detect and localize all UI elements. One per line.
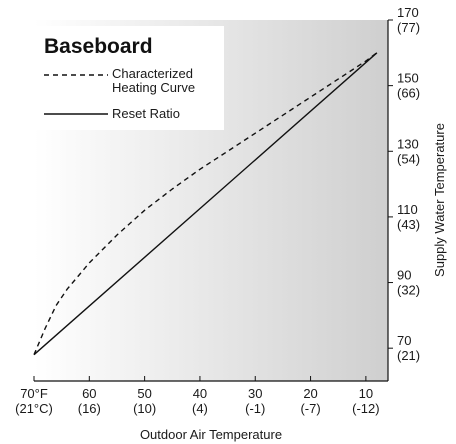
x-axis-title: Outdoor Air Temperature xyxy=(140,427,282,442)
legend: Baseboard Characterized Heating Curve Re… xyxy=(34,26,224,130)
x-tick-sublabel: (10) xyxy=(133,401,156,416)
x-tick-label: 30 xyxy=(248,386,262,401)
legend-label-heating-curve-line2: Heating Curve xyxy=(112,80,195,95)
legend-label-heating-curve-line1: Characterized xyxy=(112,66,193,81)
x-tick-sublabel: (4) xyxy=(192,401,208,416)
y-axis-title: Supply Water Temperature xyxy=(432,123,447,277)
legend-label-reset-ratio: Reset Ratio xyxy=(112,106,180,121)
x-tick-sublabel: (21°C) xyxy=(15,401,53,416)
y-tick-label: 90 xyxy=(397,268,411,283)
y-tick-label: 130 xyxy=(397,136,419,151)
y-tick-sublabel: (77) xyxy=(397,20,420,35)
x-tick-sublabel: (16) xyxy=(78,401,101,416)
x-tick-label: 40 xyxy=(193,386,207,401)
x-tick-sublabel: (-1) xyxy=(245,401,265,416)
legend-box xyxy=(34,26,224,130)
x-axis: 70°F(21°C) 60(16) 50(10) 40(4) 30(-1) 20(-7) 1… xyxy=(15,376,388,416)
x-tick-label: 10 xyxy=(359,386,373,401)
y-tick-label: 70 xyxy=(397,333,411,348)
y-tick-sublabel: (66) xyxy=(397,86,420,101)
legend-title: Baseboard xyxy=(44,35,153,58)
y-tick-sublabel: (21) xyxy=(397,348,420,363)
x-tick-label: 20 xyxy=(303,386,317,401)
x-tick-label: 60 xyxy=(82,386,96,401)
y-tick-sublabel: (43) xyxy=(397,217,420,232)
y-tick-label: 150 xyxy=(397,71,419,86)
x-tick-label: 70°F xyxy=(20,386,48,401)
x-tick-sublabel: (-7) xyxy=(300,401,320,416)
y-tick-sublabel: (54) xyxy=(397,151,420,166)
series-line-heating-curve xyxy=(33,52,378,355)
x-tick-label: 50 xyxy=(137,386,151,401)
y-axis: 70(21) 90(32) 110(43) 130(54) 150(66) 170(77) xyxy=(387,5,420,381)
y-tick-label: 170 xyxy=(397,5,419,20)
series-line-reset-ratio xyxy=(33,52,378,356)
x-tick-sublabel: (-12) xyxy=(352,401,379,416)
y-tick-label: 110 xyxy=(397,202,418,217)
y-tick-sublabel: (32) xyxy=(397,283,420,298)
series-group xyxy=(33,52,378,356)
